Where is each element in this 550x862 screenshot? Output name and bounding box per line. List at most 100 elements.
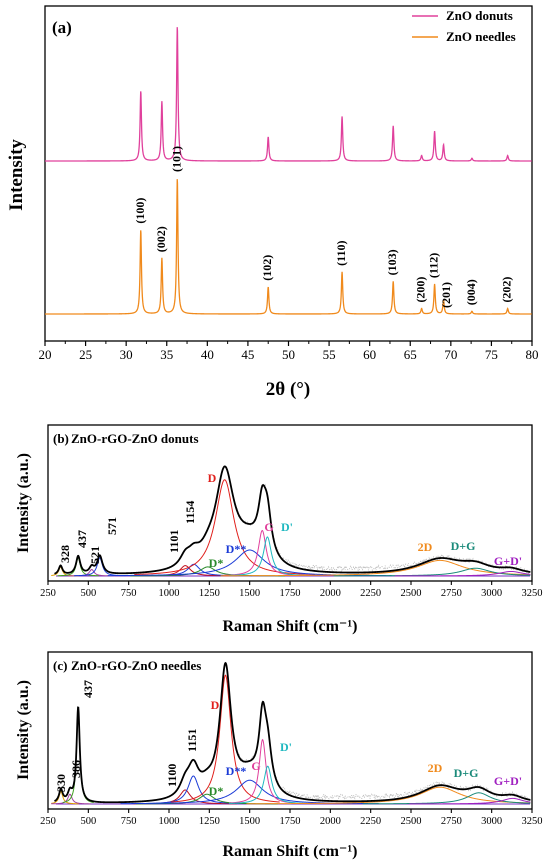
panel-a-xtick-label: 75 (485, 347, 498, 362)
panel-a-ylabel: Intensity (6, 139, 27, 211)
panel-c-xtick-label: 1750 (280, 816, 301, 827)
panel-b-component-2D (220, 559, 531, 577)
panel-c-ylabel: Intensity (a.u.) (15, 680, 32, 780)
panel-c-frame (47, 651, 533, 810)
panel-c-band-label: G+D' (494, 774, 522, 788)
panel-c-xtick-label: 1500 (239, 816, 260, 827)
panel-c-band-label: D** (226, 764, 247, 778)
panel-b-band-label: 1101 (167, 530, 181, 553)
panel-c-component-2D (246, 786, 531, 805)
panel-a-xtick-label: 80 (526, 347, 539, 362)
panel-c-band-label: 1100 (165, 764, 179, 787)
panel-b-band-label: D* (209, 556, 224, 570)
panel-b-band-label: 437 (75, 530, 89, 548)
panel-c-xtick-label: 1000 (159, 816, 180, 827)
panel-b-xtick-label: 1500 (239, 588, 260, 599)
panel-a-series-donuts-line (45, 27, 532, 162)
panel-a-legend-label: ZnO donuts (446, 8, 513, 23)
panel-c-xtick-label: 250 (40, 816, 56, 827)
panel-b-xtick-label: 1000 (159, 588, 180, 599)
panel-a-xtick-label: 35 (160, 347, 173, 362)
panel-a-xtick-label: 45 (241, 347, 254, 362)
panel-a-xtick-label: 60 (363, 347, 376, 362)
panel-b-band-label: 328 (58, 545, 72, 563)
panel-c-xtick-label: 1250 (199, 816, 220, 827)
panel-b-band-label: G (264, 520, 273, 534)
panel-b-component-DxG (333, 567, 531, 577)
panel-b-raw-data (233, 483, 531, 575)
panel-c-band-label: 437 (81, 680, 95, 698)
panel-b-component-Dx (228, 536, 307, 576)
panel-c-band-label: 330 (54, 774, 68, 792)
panel-c-envelope-line (54, 661, 531, 804)
panel-b-ylabel: Intensity (a.u.) (15, 453, 32, 553)
panel-a-hkl-label: (101) (169, 146, 183, 172)
panel-c-band-label: D+G (454, 766, 479, 780)
panel-a-xtick-label: 30 (120, 347, 133, 362)
panel-b-band-label: 571 (105, 517, 119, 535)
panel-c-component-GxDx (409, 797, 531, 805)
panel-b-band-label: G+D' (494, 554, 522, 568)
panel-b-xlabel: Raman Shift (cm⁻¹) (222, 618, 357, 635)
panel-b-xtick-label: 500 (80, 588, 96, 599)
panel-a-xtick-label: 20 (39, 347, 52, 362)
panel-c-raw-data (233, 700, 531, 802)
panel-b-xtick-label: 3250 (522, 588, 543, 599)
panel-a-xtick-label: 25 (79, 347, 92, 362)
panel-c-xlabel: Raman Shift (cm⁻¹) (222, 843, 357, 860)
panel-b-xtick-label: 2750 (441, 588, 462, 599)
panel-b-xtick-label: 750 (121, 588, 137, 599)
panel-c-band-label: G (251, 759, 260, 773)
panel-b-tag: (b) (53, 431, 69, 446)
panel-a-hkl-label: (200) (414, 277, 428, 303)
panel-c-tag: (c) (53, 658, 67, 673)
panel-b-component-GxDx (394, 570, 531, 577)
panel-a-xtick-label: 50 (282, 347, 295, 362)
panel-b-raman-chart: (b) ZnO-rGO-ZnO donuts 250 500 750 1000 1250… (15, 424, 543, 635)
panel-b-xtick-label: 250 (40, 588, 56, 599)
panel-a-xtick-label: 70 (444, 347, 457, 362)
panel-a-xrd-chart: (a) 20 25 30 35 40 45 50 55 60 65 70 75 80 (100) (002… (6, 5, 539, 400)
panel-b-band-label: D+G (451, 539, 476, 553)
panel-a-hkl-label: (201) (439, 282, 453, 308)
panel-b-xtick-label: 1250 (199, 588, 220, 599)
panel-a-hkl-label: (103) (385, 249, 399, 275)
panel-a-hkl-label: (102) (260, 255, 274, 281)
panel-c-band-label: D' (280, 740, 292, 754)
panel-c-component-D (171, 674, 280, 803)
panel-a-xlabel: 2θ (°) (266, 379, 310, 400)
panel-a-frame (44, 5, 533, 342)
panel-c-band-label: 386 (69, 760, 83, 778)
panel-a-hkl-label: (002) (154, 226, 168, 252)
panel-c-component-386 (51, 793, 91, 805)
panel-c-component-330 (51, 790, 79, 805)
panel-c-xtick-label: 2250 (360, 816, 381, 827)
panel-c-component-Dx (229, 765, 307, 804)
panel-b-envelope-line (54, 465, 531, 575)
panel-a-xtick-label: 55 (323, 347, 336, 362)
panel-c-band-label: 1151 (185, 729, 199, 752)
panel-a-legend: ZnO donuts ZnO needles (412, 8, 516, 44)
panel-a-series-needles-line (44, 179, 532, 315)
panel-c-band-label: D (211, 698, 220, 712)
panel-c-xtick-label: 500 (80, 816, 96, 827)
panel-b-band-label: D (208, 471, 217, 485)
panel-a-legend-label: ZnO needles (446, 29, 516, 44)
panel-a-hkl-label: (202) (500, 277, 514, 303)
panel-b-band-label: 521 (88, 546, 102, 564)
panel-c-xtick-label: 2000 (320, 816, 341, 827)
panel-a-xtick-label: 65 (404, 347, 417, 362)
panel-c-xtick-label: 3000 (481, 816, 502, 827)
panel-b-xtick-label: 2500 (401, 588, 422, 599)
panel-a-hkl-label: (004) (464, 279, 478, 305)
panel-a-xtick-label: 40 (201, 347, 214, 362)
panel-c-band-label: D* (209, 784, 224, 798)
panel-b-band-label: D** (226, 542, 247, 556)
panel-a-hkl-label: (100) (133, 198, 147, 224)
panel-b-xtick-label: 1750 (280, 588, 301, 599)
panel-c-xtick-label: 2750 (441, 816, 462, 827)
panel-c-band-label: 2D (428, 761, 443, 775)
panel-c-title: ZnO-rGO-ZnO needles (71, 658, 201, 673)
panel-a-tag: (a) (52, 18, 72, 37)
panel-b-band-label: 1154 (183, 501, 197, 524)
